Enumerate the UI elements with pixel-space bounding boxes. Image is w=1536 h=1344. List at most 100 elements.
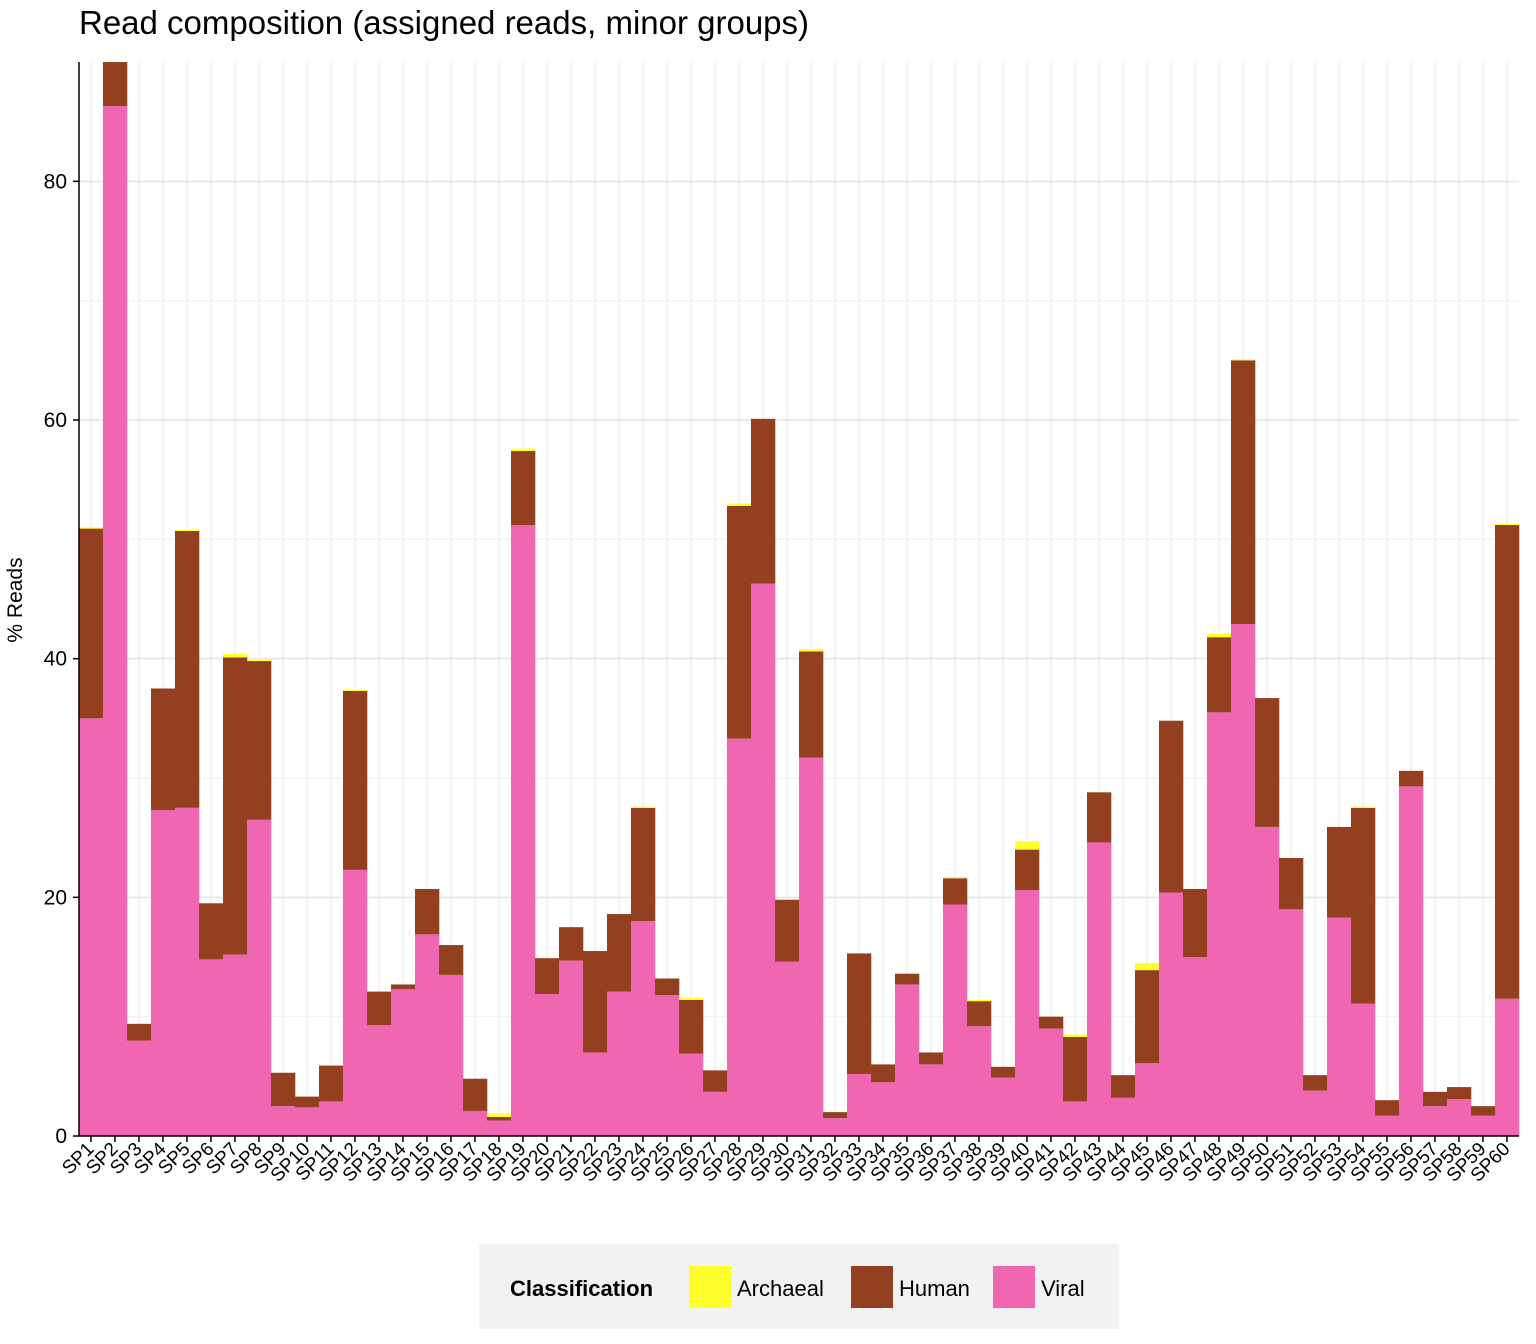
bar-segment-human: [103, 62, 128, 107]
bars-layer: [79, 62, 1520, 1137]
legend-label-archaeal: Archaeal: [737, 1276, 824, 1301]
bar-segment-human: [1495, 525, 1520, 999]
bar-segment-human: [775, 899, 800, 962]
bar-segment-human: [1399, 770, 1424, 787]
y-tick-label: 60: [44, 409, 67, 432]
bar-segment-viral: [295, 1107, 320, 1136]
bar-segment-human: [559, 927, 584, 961]
bar-segment-human: [1255, 698, 1280, 827]
legend-key-archaeal: [689, 1266, 731, 1308]
bar-segment-viral: [919, 1064, 944, 1136]
legend-key-viral: [993, 1266, 1035, 1308]
y-tick-label: 0: [55, 1125, 67, 1148]
bar-segment-human: [247, 661, 272, 820]
bar-segment-archaeal: [247, 659, 272, 662]
bar-segment-viral: [631, 921, 656, 1136]
bar-segment-human: [1279, 857, 1304, 910]
bar-segment-viral: [247, 819, 272, 1136]
bar-segment-viral: [727, 738, 752, 1136]
bar-segment-archaeal: [511, 448, 536, 452]
y-tick-label: 80: [44, 170, 67, 193]
bar-segment-human: [1471, 1106, 1496, 1116]
bar-segment-viral: [1063, 1101, 1088, 1136]
bar-segment-human: [415, 888, 440, 935]
bar-segment-human: [943, 878, 968, 905]
bar-segment-viral: [1039, 1028, 1064, 1136]
bar-segment-human: [535, 958, 560, 994]
bar-segment-viral: [1111, 1097, 1136, 1136]
bar-segment-viral: [79, 718, 104, 1136]
bar-segment-viral: [871, 1082, 896, 1136]
y-axis-label: % Reads: [4, 557, 27, 642]
bar-segment-viral: [1279, 909, 1304, 1136]
bar-segment-viral: [127, 1040, 152, 1136]
bar-segment-viral: [223, 954, 248, 1136]
bar-segment-viral: [1255, 826, 1280, 1136]
bar-segment-human: [511, 451, 536, 526]
bar-segment-viral: [967, 1026, 992, 1136]
bar-segment-viral: [1015, 890, 1040, 1136]
bar-segment-viral: [1351, 1003, 1376, 1136]
bar-segment-viral: [487, 1120, 512, 1136]
bar-segment-human: [871, 1064, 896, 1083]
bar-segment-human: [1015, 849, 1040, 891]
bar-segment-archaeal: [223, 653, 248, 658]
bar-segment-human: [223, 657, 248, 955]
legend-title: Classification: [510, 1276, 653, 1301]
bar-segment-viral: [103, 106, 128, 1137]
bar-segment-human: [727, 505, 752, 739]
bar-segment-human: [1135, 970, 1160, 1064]
bar-segment-human: [1087, 792, 1112, 843]
bar-segment-viral: [1087, 842, 1112, 1136]
bar-segment-human: [295, 1096, 320, 1108]
bar-segment-human: [1183, 888, 1208, 957]
bar-segment-viral: [343, 869, 368, 1136]
bar-segment-viral: [319, 1101, 344, 1136]
legend-label-human: Human: [899, 1276, 970, 1301]
bar-segment-human: [343, 690, 368, 870]
bar-segment-viral: [607, 991, 632, 1136]
bar-segment-archaeal: [727, 503, 752, 506]
bar-segment-archaeal: [967, 999, 992, 1002]
bar-segment-human: [583, 951, 608, 1053]
bar-segment-viral: [1447, 1099, 1472, 1136]
bar-segment-viral: [463, 1110, 488, 1136]
bar-segment-viral: [799, 757, 824, 1136]
bar-segment-archaeal: [799, 649, 824, 652]
legend-key-human: [851, 1266, 893, 1308]
bar-segment-viral: [1231, 624, 1256, 1136]
bar-segment-archaeal: [343, 689, 368, 691]
bar-segment-archaeal: [1063, 1034, 1088, 1037]
bar-segment-viral: [1471, 1115, 1496, 1136]
legend: Classification Archaeal Human Viral: [479, 1244, 1119, 1329]
bar-segment-viral: [439, 974, 464, 1136]
bar-segment-human: [1063, 1036, 1088, 1102]
bar-segment-human: [631, 807, 656, 922]
bar-segment-human: [463, 1078, 488, 1111]
bar-segment-viral: [1303, 1090, 1328, 1136]
bar-segment-viral: [943, 904, 968, 1136]
bar-segment-viral: [1135, 1063, 1160, 1136]
bar-segment-viral: [1207, 712, 1232, 1136]
bar-segment-human: [151, 688, 176, 811]
bar-segment-human: [367, 991, 392, 1026]
bar-segment-viral: [559, 960, 584, 1136]
bar-segment-human: [679, 999, 704, 1054]
bar-segment-viral: [511, 525, 536, 1136]
bar-segment-human: [1351, 807, 1376, 1004]
bar-segment-viral: [1159, 892, 1184, 1136]
bar-segment-viral: [271, 1106, 296, 1136]
bar-segment-human: [1303, 1075, 1328, 1091]
bar-segment-human: [919, 1052, 944, 1065]
y-tick-labels: 0 20 40 60 80: [44, 170, 67, 1148]
bar-segment-human: [175, 530, 200, 808]
bar-segment-viral: [367, 1025, 392, 1136]
bar-segment-human: [607, 914, 632, 992]
bar-segment-archaeal: [79, 527, 104, 529]
bar-segment-human: [199, 903, 224, 960]
bar-segment-human: [1111, 1075, 1136, 1098]
bar-segment-archaeal: [679, 997, 704, 1000]
bar-segment-human: [1039, 1016, 1064, 1029]
bar-segment-human: [991, 1066, 1016, 1078]
